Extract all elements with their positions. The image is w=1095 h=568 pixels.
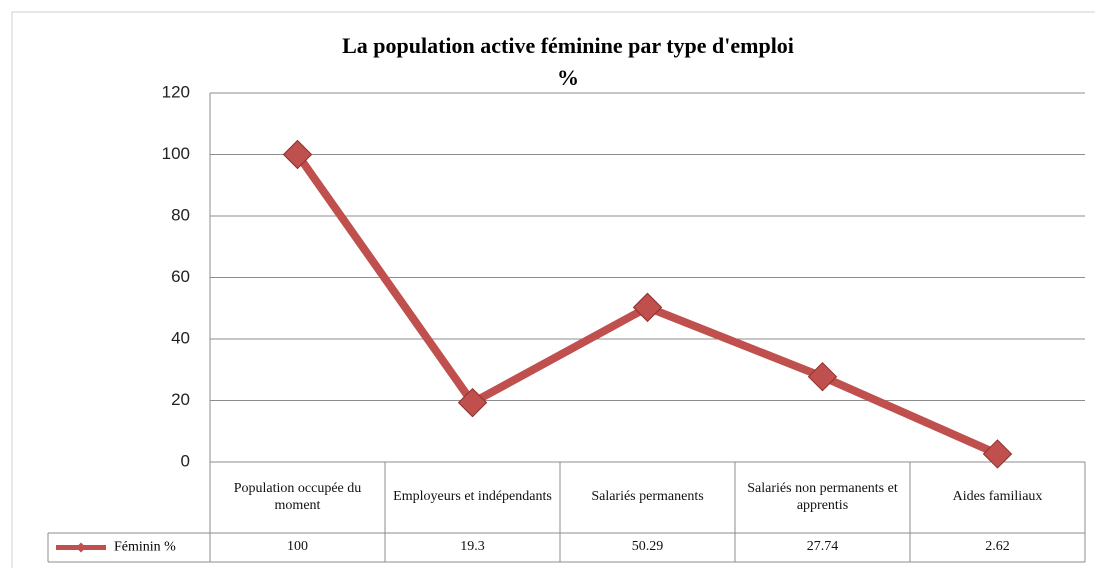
- y-tick-label: 80: [171, 205, 190, 224]
- table-value: 2.62: [985, 539, 1010, 555]
- chart-title: La population active féminine par type d…: [342, 33, 794, 58]
- category-label-box: Salariés permanents: [591, 489, 704, 505]
- table-value: 100: [287, 539, 308, 555]
- category-label: Aides familiaux: [952, 489, 1043, 505]
- table-value-box: 27.74: [806, 539, 839, 555]
- y-tick-label: 0: [181, 451, 190, 470]
- category-label: Population occupée du moment: [233, 481, 362, 513]
- table-value-box: 19.3: [460, 539, 485, 555]
- y-tick-label: 20: [171, 390, 190, 409]
- category-label: Salariés permanents: [591, 489, 704, 505]
- marker: [807, 361, 838, 392]
- table-value-box: 50.29: [631, 539, 664, 555]
- category-label: Employeurs et indépendants: [393, 489, 552, 505]
- y-tick-label: 120: [162, 82, 190, 101]
- table-value: 50.29: [631, 539, 664, 555]
- chart-frame: [11, 11, 1095, 568]
- table-value: 19.3: [460, 539, 485, 555]
- category-label-box: Population occupée du moment: [233, 481, 362, 513]
- marker: [982, 439, 1013, 469]
- chart-subtitle: %: [557, 65, 579, 90]
- category-label-box: Aides familiaux: [952, 489, 1043, 505]
- marker: [282, 139, 313, 170]
- y-tick-label: 100: [162, 144, 190, 163]
- marker: [457, 387, 488, 418]
- table-value-box: 100: [287, 539, 308, 555]
- legend-label: Féminin %: [114, 540, 176, 555]
- category-label-box: Employeurs et indépendants: [393, 489, 552, 505]
- table-value: 27.74: [806, 539, 839, 555]
- y-tick-label: 60: [171, 267, 190, 286]
- category-label-box: Salariés non permanents et apprentis: [747, 481, 898, 513]
- marker: [632, 292, 663, 323]
- table-value-box: 2.62: [985, 539, 1010, 555]
- legend-marker: [76, 542, 86, 553]
- category-label: Salariés non permanents et apprentis: [747, 481, 898, 513]
- y-tick-label: 40: [171, 328, 190, 347]
